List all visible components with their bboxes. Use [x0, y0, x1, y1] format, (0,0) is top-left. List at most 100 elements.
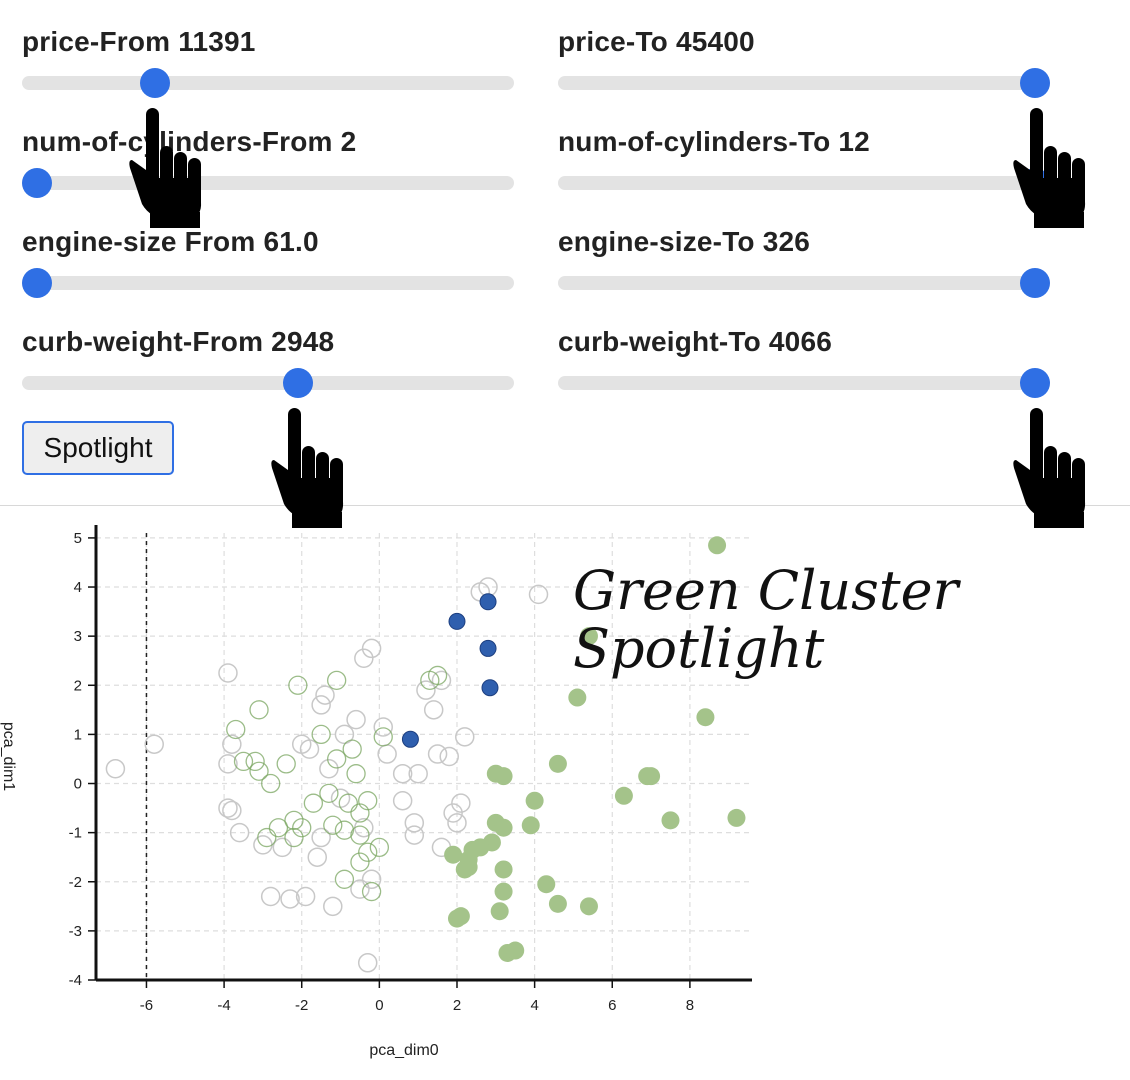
outline-grey-point	[427, 744, 448, 764]
x-tick-label: 0	[375, 997, 383, 1014]
outline-green-point	[261, 773, 281, 794]
outline-grey-point	[315, 685, 335, 705]
outline-grey-point	[408, 763, 428, 784]
outline-grey-point	[431, 670, 452, 691]
cluster-point	[521, 816, 540, 835]
outline-grey-point	[218, 798, 238, 818]
outline-grey-point	[334, 724, 355, 745]
spotlight-point	[401, 730, 419, 748]
cluster-point	[568, 688, 587, 707]
curb-weight-from-track[interactable]	[22, 368, 514, 398]
x-tick-label: -4	[217, 997, 230, 1014]
outline-grey-point	[392, 790, 413, 811]
outline-grey-point	[260, 886, 281, 907]
cluster-point	[494, 818, 513, 837]
outline-grey-point	[311, 695, 331, 715]
engine-size-to-thumb[interactable]	[1020, 268, 1051, 298]
cluster-point	[525, 791, 544, 810]
price-to-label: price-To 45400	[558, 26, 755, 57]
price-from-track[interactable]	[22, 68, 514, 98]
cluster-point	[661, 811, 680, 830]
num-of-cylinders-from-thumb[interactable]	[21, 168, 52, 198]
engine-size-to-label: engine-size-To 326	[558, 226, 811, 257]
outline-grey-point	[218, 754, 238, 774]
cluster-point	[455, 860, 474, 879]
outline-green-point	[245, 751, 265, 772]
curb-weight-to-track[interactable]	[558, 368, 1051, 398]
outline-grey-point	[346, 709, 366, 730]
green-cluster-annotation: Green Cluster Spotlight	[573, 562, 958, 678]
outline-green-point	[319, 783, 339, 803]
section-divider	[0, 505, 1130, 506]
pointing-hand-icon	[129, 108, 202, 228]
outline-green-point	[334, 869, 355, 889]
cluster-point	[494, 860, 513, 879]
x-tick-label: 8	[686, 997, 694, 1014]
cluster-point	[548, 894, 567, 913]
outline-green-point	[257, 827, 277, 848]
outline-green-point	[249, 700, 269, 720]
outline-grey-point	[272, 837, 293, 858]
outline-grey-point	[354, 648, 374, 669]
outline-grey-point	[299, 739, 320, 759]
outline-grey-point	[319, 759, 339, 779]
engine-size-to-track[interactable]	[558, 268, 1051, 298]
cluster-point	[727, 808, 746, 827]
spotlight-point	[479, 593, 497, 611]
outline-green-point	[233, 751, 254, 772]
outline-green-point	[303, 793, 324, 813]
curb-weight-to-label: curb-weight-To 4066	[558, 326, 832, 357]
outline-green-point	[226, 719, 246, 740]
outline-green-point	[350, 852, 370, 872]
outline-grey-point	[229, 822, 250, 843]
outline-grey-point	[373, 717, 393, 737]
cluster-point	[548, 754, 567, 773]
price-from-thumb[interactable]	[139, 68, 170, 98]
y-tick-label: 4	[74, 579, 82, 596]
spotlight-point	[479, 639, 497, 657]
outline-grey-point	[307, 847, 328, 867]
outline-grey-point	[105, 759, 126, 779]
cluster-point	[579, 627, 598, 646]
outline-green-point	[342, 739, 362, 759]
outline-grey-point	[361, 638, 382, 659]
curb-weight-from-thumb[interactable]	[282, 368, 313, 398]
outline-green-point	[358, 791, 378, 811]
outline-grey-point	[377, 744, 397, 764]
y-axis-label: pca_dim1	[0, 722, 17, 791]
cluster-point	[444, 845, 463, 864]
x-tick-label: 4	[530, 997, 538, 1014]
outline-green-point	[327, 670, 347, 691]
outline-grey-point	[295, 886, 316, 907]
outline-grey-point	[423, 700, 444, 720]
cluster-point	[708, 536, 727, 555]
curb-weight-to-thumb[interactable]	[1020, 368, 1051, 398]
outline-grey-point	[323, 896, 343, 917]
x-tick-label: -6	[140, 997, 153, 1014]
price-to-track[interactable]	[558, 68, 1051, 98]
pointing-hand-icon	[1013, 108, 1086, 228]
pointing-hand-icon	[1013, 408, 1086, 528]
outline-green-point	[268, 818, 289, 838]
outline-grey-point	[392, 763, 413, 784]
outline-green-point	[327, 749, 347, 769]
num-of-cylinders-from-track[interactable]	[21, 168, 514, 198]
y-tick-label: -1	[69, 825, 82, 842]
y-tick-label: -3	[69, 923, 82, 940]
outline-grey-point	[404, 813, 425, 833]
outline-grey-point	[144, 734, 164, 754]
outline-green-point	[350, 825, 370, 845]
outline-grey-point	[311, 827, 331, 848]
x-tick-label: 2	[453, 997, 461, 1014]
y-tick-label: 2	[74, 677, 82, 694]
spotlight-button[interactable]: Spotlight	[22, 421, 174, 475]
x-tick-label: -2	[295, 997, 308, 1014]
num-of-cylinders-to-track[interactable]	[558, 168, 1051, 198]
outline-green-point	[373, 727, 393, 747]
outline-grey-point	[361, 869, 382, 890]
price-to-thumb[interactable]	[1020, 68, 1051, 98]
engine-size-from-thumb[interactable]	[21, 268, 52, 298]
y-tick-label: 3	[74, 628, 82, 645]
engine-size-from-track[interactable]	[21, 268, 514, 298]
outline-grey-point	[439, 746, 459, 767]
